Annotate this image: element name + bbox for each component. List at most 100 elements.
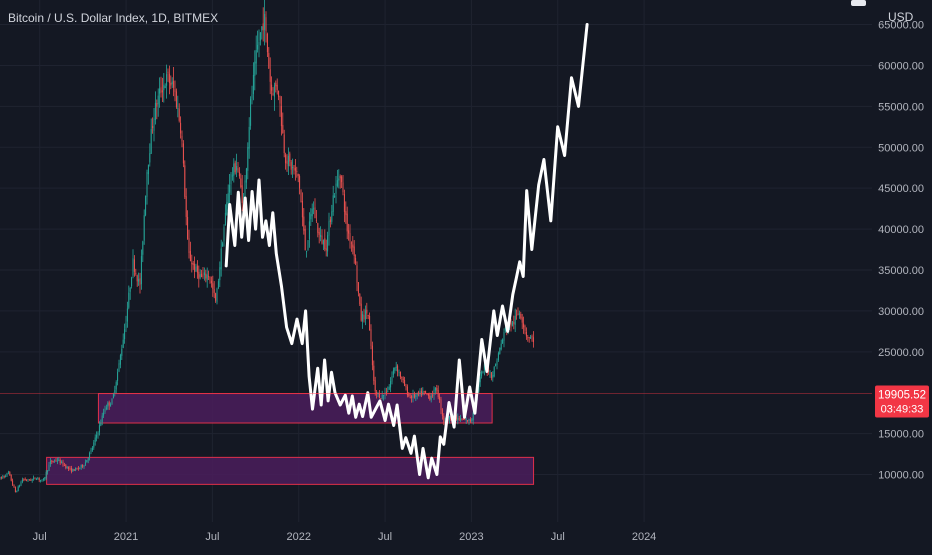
- candle-body: [131, 277, 133, 287]
- candle-body: [76, 468, 78, 470]
- candle-body: [350, 242, 352, 244]
- candle-body: [488, 369, 490, 373]
- candle-body: [318, 231, 320, 235]
- candle-body: [12, 480, 14, 485]
- candle-body: [404, 379, 406, 387]
- candle-body: [287, 155, 289, 167]
- candle-body: [103, 412, 105, 416]
- candle-body: [237, 168, 239, 173]
- candle-body: [2, 476, 4, 478]
- y-tick-label: 65000.00: [878, 20, 924, 32]
- candle-body: [357, 282, 359, 293]
- candle-body: [313, 208, 315, 210]
- candle-body: [66, 466, 68, 469]
- candle-body: [73, 469, 75, 471]
- candle-body: [441, 409, 443, 416]
- candle-body: [429, 395, 431, 400]
- candle-body: [369, 315, 371, 331]
- candle-body: [422, 391, 424, 395]
- candle-body: [383, 395, 385, 397]
- candle-body: [292, 166, 294, 169]
- candle-body: [236, 166, 238, 171]
- candle-body: [97, 432, 99, 436]
- settings-tab-icon[interactable]: [851, 0, 866, 6]
- candle-body: [128, 292, 130, 308]
- candle-body: [381, 394, 383, 399]
- candle-body: [201, 273, 203, 278]
- candle-body: [124, 329, 126, 340]
- candle-body: [33, 477, 35, 479]
- candle-body: [90, 449, 92, 453]
- candle-body: [233, 163, 235, 176]
- candle-body: [399, 372, 401, 378]
- candle-body: [118, 363, 120, 372]
- candle-body: [299, 176, 301, 189]
- candle-body: [306, 251, 308, 253]
- currency-label: USD: [888, 10, 914, 24]
- candle-body: [212, 283, 214, 289]
- candle-body: [409, 397, 411, 398]
- candle-body: [61, 461, 63, 463]
- support-zone-2[interactable]: [46, 456, 535, 485]
- candle-body: [150, 129, 152, 154]
- candle-body: [152, 126, 154, 128]
- support-zone-1[interactable]: [97, 393, 493, 424]
- candle-body: [322, 240, 324, 245]
- candle-body: [528, 337, 530, 338]
- candle-body: [240, 178, 242, 187]
- candle-body: [70, 467, 72, 472]
- candle-body: [0, 477, 2, 479]
- candle-body: [516, 314, 518, 316]
- candle-body: [34, 477, 36, 479]
- candle-body: [432, 395, 434, 397]
- candle-body: [44, 477, 46, 480]
- candle-body: [266, 33, 268, 53]
- y-tick-label: 35000.00: [878, 265, 924, 277]
- candle-body: [483, 364, 485, 370]
- candle-body: [216, 288, 218, 303]
- candle-body: [166, 74, 168, 86]
- y-tick-label: 30000.00: [878, 306, 924, 318]
- candle-body: [227, 193, 229, 204]
- candle-body: [510, 322, 512, 327]
- y-tick-label: 60000.00: [878, 60, 924, 72]
- candle-body: [420, 390, 422, 396]
- candle-body: [504, 327, 506, 332]
- candle-body: [415, 395, 417, 398]
- candle-body: [135, 273, 137, 274]
- candle-body: [401, 377, 403, 378]
- candle-body: [434, 387, 436, 391]
- time-axis[interactable]: Jul 2021 Jul 2022 Jul 2023 Jul 2024: [33, 531, 657, 543]
- candle-body: [531, 336, 533, 338]
- candle-body: [121, 348, 123, 356]
- candle-body: [161, 90, 163, 93]
- candle-body: [187, 216, 189, 239]
- candle-body: [387, 390, 389, 392]
- candle-body: [363, 315, 365, 320]
- candle-body: [327, 235, 329, 252]
- candle-body: [54, 460, 56, 462]
- candle-body: [21, 479, 23, 482]
- candle-body: [93, 442, 95, 448]
- candle-body: [388, 386, 390, 390]
- candle-body: [490, 372, 492, 379]
- projection-path[interactable]: [224, 23, 589, 480]
- candle-body: [334, 195, 336, 198]
- candle-body: [324, 238, 326, 249]
- candle-body: [460, 418, 462, 421]
- candle-body: [65, 464, 67, 468]
- candle-body: [205, 273, 207, 279]
- candle-body: [321, 235, 323, 244]
- candle-body: [314, 207, 316, 219]
- candle-body: [325, 248, 327, 251]
- candle-body: [427, 393, 429, 396]
- candle-body: [199, 274, 201, 278]
- candle-body: [105, 407, 107, 410]
- candle-body: [189, 251, 191, 261]
- candle-body: [206, 274, 208, 281]
- candle-body: [408, 394, 410, 397]
- price-axis[interactable]: 65000.00 60000.00 55000.00 50000.00 45000.00…: [878, 20, 924, 482]
- candle-body: [419, 391, 421, 394]
